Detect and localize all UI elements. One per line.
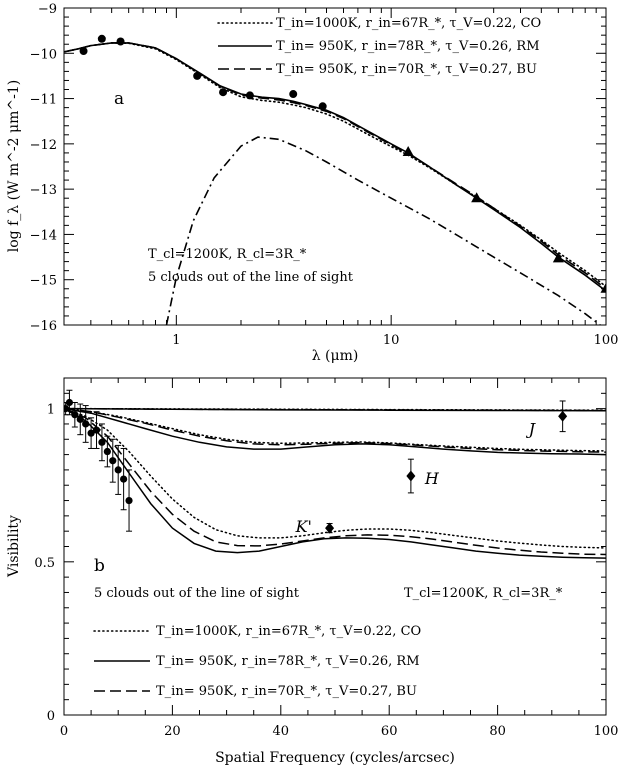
panel-b-plot-area: J H K' (64, 389, 606, 559)
data-triangle (600, 282, 606, 293)
panel-a-ylabel: log f_λ (W m^-2 μm^-1) (6, 80, 22, 252)
panel-a-frame (63, 7, 607, 326)
data-point (79, 47, 88, 56)
x-tick-label: 20 (164, 724, 181, 739)
panel-b-visibility: 0 20 40 60 80 100 0 0.5 1 J H K' T_in=1000K, r_in=… (6, 377, 619, 766)
sed-line-bu (64, 42, 606, 290)
panel-a-xlabel: λ (μm) (312, 348, 359, 364)
diamond-marker (558, 410, 568, 422)
y-tick-label: −10 (30, 47, 57, 62)
panel-b-xlabel: Spatial Frequency (cycles/arcsec) (215, 750, 455, 766)
data-point (245, 91, 254, 100)
x-tick-label: 80 (489, 724, 506, 739)
data-point (116, 37, 125, 46)
visibility-point (71, 411, 79, 419)
panel-a-annotation-line1: T_cl=1200K, R_cl=3R_* (148, 247, 307, 262)
vis-line-rm-Kp (64, 407, 606, 559)
vis-line-rm-H (64, 407, 606, 456)
y-tick-label: −12 (30, 138, 57, 153)
legend-text-bu: T_in= 950K, r_in=70R_*, τ_V=0.27, BU (156, 684, 417, 699)
visibility-point (92, 426, 101, 434)
y-tick-label: 0.5 (34, 556, 55, 571)
y-tick-label: −13 (30, 183, 57, 198)
legend-text-rm: T_in= 950K, r_in=78R_*, τ_V=0.26, RM (276, 39, 540, 54)
data-triangle (471, 192, 483, 203)
sed-line-cloud (165, 136, 602, 325)
visibility-point (98, 438, 106, 446)
x-tick-label: 60 (381, 724, 398, 739)
x-tick-label: 100 (594, 724, 619, 739)
panel-a-annotation-line2: 5 clouds out of the line of sight (148, 270, 354, 285)
y-tick-label: 0 (47, 709, 55, 724)
legend-text-rm: T_in= 950K, r_in=78R_*, τ_V=0.26, RM (156, 654, 420, 669)
vis-line-bu-Kp (64, 407, 606, 556)
legend-text-bu: T_in= 950K, r_in=70R_*, τ_V=0.27, BU (276, 62, 537, 77)
band-label-Kp: K' (295, 517, 312, 536)
data-triangle (552, 252, 564, 263)
visibility-point (65, 398, 74, 407)
panel-a-legend: T_in=1000K, r_in=67R_*, τ_V=0.22, CO T_in… (217, 16, 541, 77)
y-tick-label: 1 (47, 403, 55, 418)
legend-text-co: T_in=1000K, r_in=67R_*, τ_V=0.22, CO (156, 624, 421, 639)
data-point (318, 102, 327, 111)
data-point (219, 88, 228, 97)
data-point (97, 34, 106, 43)
panel-a-ticks: 1 10 100 −9 −10 −11 −12 −13 −14 −15 −16 (30, 2, 619, 348)
vis-line-co-Kp (64, 407, 606, 549)
visibility-point (103, 447, 111, 456)
panel-b-frame (63, 377, 607, 716)
data-triangle (402, 146, 414, 157)
x-tick-label: 100 (594, 333, 619, 348)
sed-line-co (64, 42, 606, 288)
visibility-point (64, 405, 70, 413)
diamond-marker (325, 522, 335, 534)
data-point (193, 71, 202, 80)
vis-line-bu-J (64, 407, 606, 412)
visibility-point (76, 415, 84, 423)
visibility-point (125, 496, 133, 505)
band-label-J: J (526, 419, 537, 438)
panel-a-label: a (114, 89, 124, 109)
panel-b-annotation: 5 clouds out of the line of sight (94, 586, 300, 601)
band-label-H: H (424, 469, 440, 488)
visibility-point (87, 429, 95, 437)
diamond-marker (406, 470, 416, 482)
panel-b-ylabel: Visibility (6, 515, 22, 578)
x-tick-label: 10 (383, 333, 400, 348)
y-tick-label: −11 (30, 93, 57, 108)
x-tick-label: 0 (60, 724, 68, 739)
x-tick-label: 1 (172, 333, 180, 348)
vis-line-co-H (64, 407, 606, 452)
panel-a-plot-area (64, 34, 606, 325)
panel-b-annotation-right: T_cl=1200K, R_cl=3R_* (404, 586, 563, 601)
x-tick-label: 40 (273, 724, 290, 739)
visibility-point (109, 457, 117, 465)
visibility-point (82, 420, 90, 428)
y-tick-label: −9 (38, 2, 57, 17)
vis-line-bu-H (64, 407, 606, 453)
visibility-point (120, 475, 128, 483)
data-point (289, 90, 298, 99)
panel-b-legend: T_in=1000K, r_in=67R_*, τ_V=0.22, CO T_in… (93, 624, 421, 699)
legend-text-co: T_in=1000K, r_in=67R_*, τ_V=0.22, CO (276, 16, 541, 31)
visibility-point (114, 466, 122, 474)
y-tick-label: −16 (30, 319, 57, 334)
y-tick-label: −15 (30, 274, 57, 289)
y-tick-label: −14 (30, 228, 57, 243)
panel-b-label: b (94, 556, 105, 576)
panel-a-sed: 1 10 100 −9 −10 −11 −12 −13 −14 −15 −16 T_in=1000K… (6, 2, 618, 364)
